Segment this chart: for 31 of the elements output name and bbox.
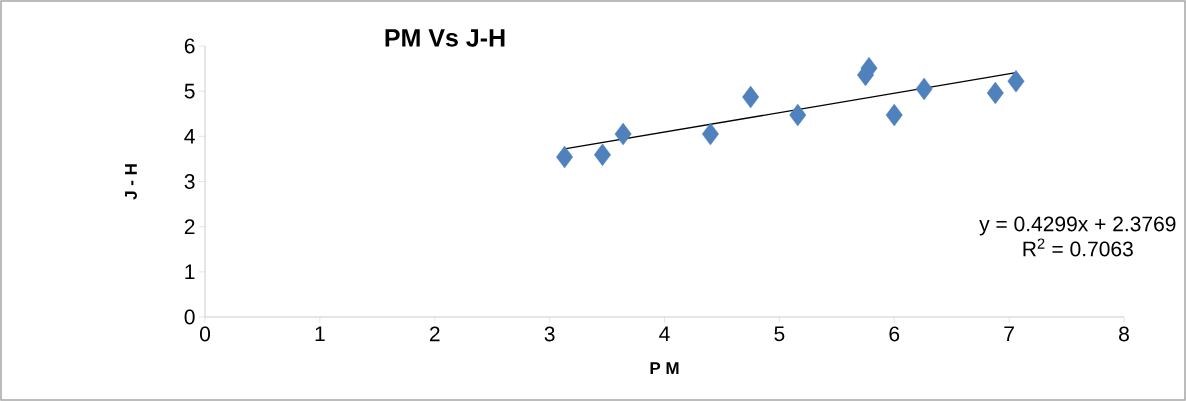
point: [742, 85, 760, 109]
y-tick-label: 3: [184, 174, 195, 189]
x-tick-label: 3: [544, 326, 555, 342]
x-tick-label: 8: [1119, 326, 1129, 342]
y-tick-label: 5: [184, 83, 195, 99]
point: [1007, 70, 1025, 93]
annotation: y = 0.4299x + 2.3769: [979, 216, 1176, 236]
point: [885, 103, 903, 127]
y-tick-label: 0: [184, 309, 195, 325]
x-tick-label: 1: [315, 326, 325, 341]
y-tick-label: 2: [184, 219, 195, 234]
x-tick-label: 0: [199, 326, 211, 342]
point: [986, 81, 1004, 105]
chart-title: PM Vs J-H: [385, 29, 505, 47]
y-tick-label: 6: [184, 38, 195, 54]
y-axis-title: J - H: [125, 164, 137, 200]
annotation: R$^{2}$ = 0.7063: [1023, 238, 1133, 257]
y-tick-label: 4: [184, 129, 195, 144]
x-axis-title: P M: [650, 362, 679, 374]
point: [702, 122, 719, 146]
x-tick-label: 7: [1004, 326, 1014, 341]
x-tick-label: 4: [659, 326, 670, 341]
x-tick-label: 6: [889, 326, 900, 342]
point: [556, 145, 574, 169]
point: [594, 143, 611, 167]
point: [789, 103, 807, 127]
point: [614, 122, 632, 146]
x-tick-label: 2: [429, 326, 440, 342]
y-tick-label: 1: [185, 264, 195, 280]
point: [915, 77, 933, 101]
x-tick-label: 5: [774, 326, 785, 342]
